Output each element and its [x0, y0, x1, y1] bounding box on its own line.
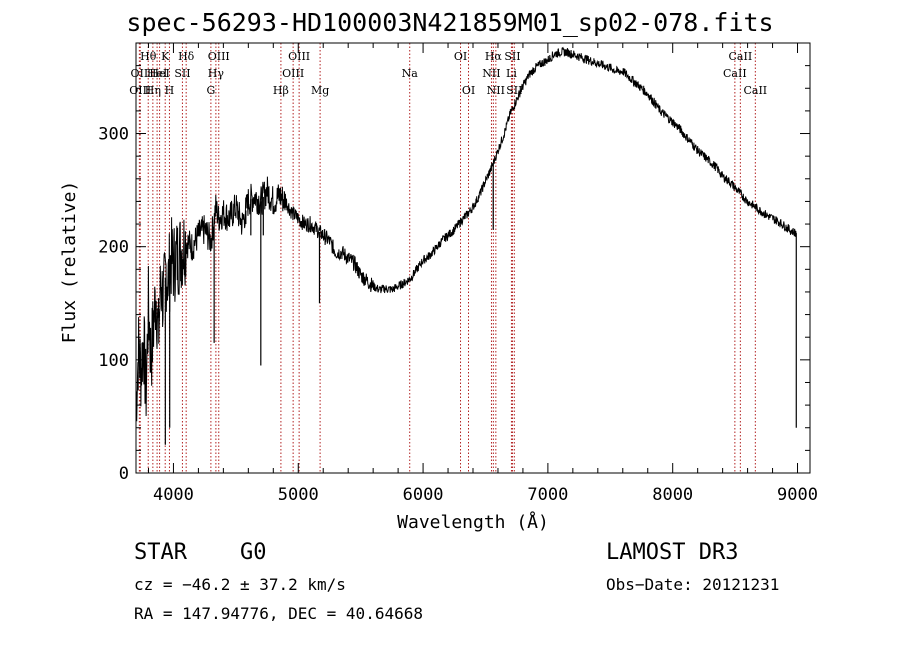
line-label-0: OII — [131, 67, 149, 80]
object-subclass: G0 — [240, 540, 267, 565]
line-label-9: Hδ — [178, 50, 195, 63]
line-label-19: OI — [462, 84, 475, 97]
line-label-20: NII — [482, 67, 500, 80]
line-label-3: Hη — [145, 84, 161, 97]
line-label-11: Hγ — [208, 67, 225, 80]
x-tick-label: 4000 — [153, 485, 194, 505]
y-axis-label: Flux (relative) — [59, 180, 80, 344]
y-tick-label: 300 — [98, 125, 129, 145]
y-tick-label: 0 — [119, 464, 129, 484]
line-label-4: HeI — [147, 67, 167, 80]
line-label-2: Hθ — [140, 50, 157, 63]
plot-frame — [135, 42, 811, 474]
axis-ticks: 4000 5000 6000 7000 8000 9000 0 100 200 300 — [98, 42, 818, 505]
line-label-6: K — [161, 50, 170, 63]
line-label-22: NII — [487, 84, 505, 97]
observation-date: Obs−Date: 20121231 — [606, 575, 780, 594]
line-label-27: CaII — [729, 50, 753, 63]
line-label-23: Li — [506, 67, 517, 80]
line-label-28: CaII — [743, 84, 767, 97]
line-label-18: OI — [454, 50, 467, 63]
line-label-5: HeI — [149, 67, 169, 80]
emission-line-markers — [138, 43, 756, 473]
line-label-7: H — [165, 84, 175, 97]
survey-name: LAMOST DR3 — [606, 540, 739, 565]
line-label-26: CaII — [723, 67, 747, 80]
x-tick-label: 6000 — [403, 485, 444, 505]
y-tick-label: 100 — [98, 351, 129, 371]
y-tick-label: 200 — [98, 238, 129, 258]
line-label-17: Na — [402, 67, 419, 80]
coordinates: RA = 147.94776, DEC = 40.64668 — [134, 604, 423, 623]
flux-line — [135, 46, 797, 422]
line-label-10: G — [206, 84, 215, 97]
emission-line-labels: OIIOIIIHθHηHeIHeIKHSIIHδGHγOIIIHβOIIIOII… — [129, 50, 767, 97]
flux-spectrum — [135, 46, 797, 445]
line-label-12: OIII — [208, 50, 230, 63]
x-tick-label: 9000 — [777, 485, 818, 505]
line-label-13: Hβ — [273, 84, 289, 97]
redshift-value: cz = −46.2 ± 37.2 km/s — [134, 575, 346, 594]
x-axis-label: Wavelength (Å) — [397, 512, 549, 533]
object-class: STAR — [134, 540, 187, 565]
line-label-8: SII — [174, 67, 190, 80]
line-label-15: OIII — [288, 50, 310, 63]
line-label-14: OIII — [282, 67, 304, 80]
line-label-1: OIII — [129, 84, 151, 97]
x-tick-label: 5000 — [278, 485, 319, 505]
x-tick-label: 7000 — [527, 485, 568, 505]
line-label-16: Mg — [311, 84, 329, 97]
x-tick-label: 8000 — [652, 485, 693, 505]
line-label-24: SII — [504, 50, 520, 63]
chart-title: spec-56293-HD100003N421859M01_sp02-078.f… — [126, 8, 774, 37]
line-label-21: Hα — [485, 50, 503, 63]
